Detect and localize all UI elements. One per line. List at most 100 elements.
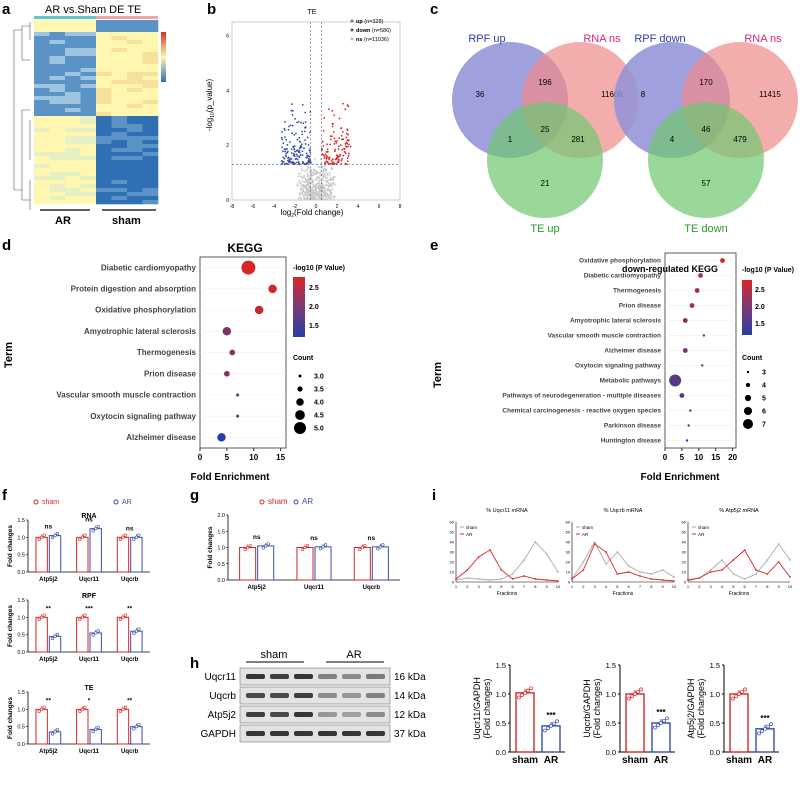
- venn-down-value: 4: [670, 135, 675, 144]
- i_uqcrb-point-AR: [605, 551, 607, 553]
- volcano-point-ns: [306, 183, 308, 186]
- volcano-point-down: [282, 156, 285, 159]
- legend-sham: sham: [42, 499, 59, 506]
- volcano-point-ns: [305, 189, 308, 192]
- panel-letter-h: h: [190, 655, 199, 672]
- heatmap-cell: [96, 132, 112, 137]
- h_atp5j2-y-tick: 0.5: [710, 719, 720, 728]
- volcano-point-ns: [297, 197, 300, 200]
- heatmap-cell: [111, 44, 128, 49]
- f_rna-bar-sham: [35, 536, 48, 573]
- volcano-point-up: [323, 155, 326, 157]
- heatmap-cell: [80, 92, 97, 97]
- heatmap-cell: [96, 100, 112, 105]
- heatmap-cell: [142, 60, 159, 65]
- h_uqcrb-dot: [653, 725, 657, 730]
- volcano-point-ns: [329, 176, 332, 179]
- volcano-point-ns: [308, 171, 311, 174]
- blot-row: [239, 705, 391, 724]
- heatmap-cell: [96, 28, 112, 33]
- heatmap-cell: [34, 164, 50, 169]
- f_te-dot: [50, 732, 55, 736]
- f_rpf-dot: [134, 629, 138, 633]
- volcano-point-ns: [307, 174, 310, 177]
- heatmap-cell: [127, 200, 143, 205]
- heatmap-cell: [80, 136, 97, 141]
- volcano-point-ns: [302, 188, 305, 191]
- f_te-dot: [123, 705, 128, 709]
- heatmap-cell: [111, 132, 128, 137]
- kegg_d-point: [241, 260, 256, 275]
- heatmap-cell: [49, 120, 66, 125]
- f_te-significance: *: [88, 697, 91, 704]
- i_uqcrb-x-tick: 1: [571, 584, 574, 589]
- volcano-point-ns: [331, 168, 334, 170]
- f_te-category-label: Uqcrb: [121, 749, 139, 755]
- heatmap-cell: [142, 116, 159, 121]
- heatmap-cell: [127, 128, 143, 133]
- heatmap-cell: [142, 92, 159, 97]
- volcano-point-ns: [307, 166, 310, 169]
- f_rpf-dot: [96, 629, 100, 633]
- heatmap-cell: [49, 24, 66, 29]
- volcano-point-ns: [315, 183, 318, 186]
- volcano-point-ns: [325, 181, 328, 184]
- h_uqcrb-dot: [665, 716, 669, 721]
- panel-letter-e: e: [430, 237, 438, 254]
- heatmap-cell: [127, 180, 143, 185]
- volcano-point-up: [330, 135, 333, 138]
- blot-band: [318, 674, 337, 679]
- i_uqcrb-point-sham: [639, 571, 641, 573]
- heatmap-cell: [34, 80, 50, 85]
- heatmap-cell: [111, 160, 128, 165]
- h_uqcrb-y-tick: 1.0: [606, 690, 616, 699]
- volcano-point-down: [287, 163, 289, 166]
- g-category-label: Uqcr11: [304, 585, 325, 591]
- i_uqcrb-y-tick: 20: [566, 560, 571, 565]
- volcano-point-up: [346, 157, 349, 159]
- heatmap-cell: [80, 64, 97, 69]
- venn-up-label-rna: RNA ns: [583, 33, 621, 45]
- volcano-point-up: [341, 157, 344, 160]
- volcano-point-down: [306, 155, 309, 158]
- i_uqcrb-point-AR: [582, 569, 585, 571]
- i_atp5j2-title: % Atp5j2 mRNA: [719, 508, 759, 514]
- kegg_d_size-marker: [297, 386, 303, 392]
- heatmap-cell: [111, 136, 128, 141]
- heatmap-cell: [65, 108, 81, 113]
- heatmap-cell: [34, 200, 50, 205]
- volcano-point-up: [341, 148, 344, 151]
- heatmap-cell: [80, 200, 97, 205]
- h_atp5j2-dot: [769, 722, 773, 727]
- volcano-point-down: [305, 152, 308, 155]
- heatmap-cell: [80, 164, 97, 169]
- kegg_e-term-label: Oxidative phosphorylation: [579, 258, 661, 265]
- heatmap-cell: [80, 48, 97, 53]
- heatmap-cell: [34, 32, 50, 37]
- h_atp5j2-dot: [760, 729, 764, 733]
- g-bar-AR: [314, 546, 332, 581]
- panel-f-legend: sham AR: [33, 499, 132, 506]
- heatmap-cell: [96, 64, 112, 69]
- heatmap-cell: [34, 36, 50, 41]
- volcano-point-ns: [298, 181, 301, 184]
- f_te-title: TE: [85, 685, 94, 692]
- volcano-point-ns: [330, 196, 333, 199]
- volcano-xlabel: log2(Fold change): [281, 208, 344, 219]
- f_rna-dot: [118, 537, 123, 542]
- heatmap-cell: [49, 96, 66, 101]
- h_uqcrb-dot: [662, 718, 666, 723]
- i_atp5j2-point-AR: [721, 569, 723, 571]
- volcano-point-ns: [313, 192, 316, 195]
- f_rna-dot: [78, 537, 82, 542]
- volcano-point-ns: [331, 188, 334, 191]
- heatmap-group-bar-sham: [96, 16, 158, 19]
- g-category-label: Atp5j2: [247, 585, 266, 591]
- i_atp5j2-x-tick: 4: [721, 584, 724, 589]
- heatmap-cell: [34, 128, 50, 133]
- h_uqcr11-dot: [543, 728, 547, 733]
- heatmap-cell: [65, 124, 81, 129]
- kegg_e_cbticks-tick: 2.0: [755, 304, 765, 311]
- f_rna-dot: [123, 533, 128, 537]
- h_atp5j2-category-label: sham: [726, 755, 752, 766]
